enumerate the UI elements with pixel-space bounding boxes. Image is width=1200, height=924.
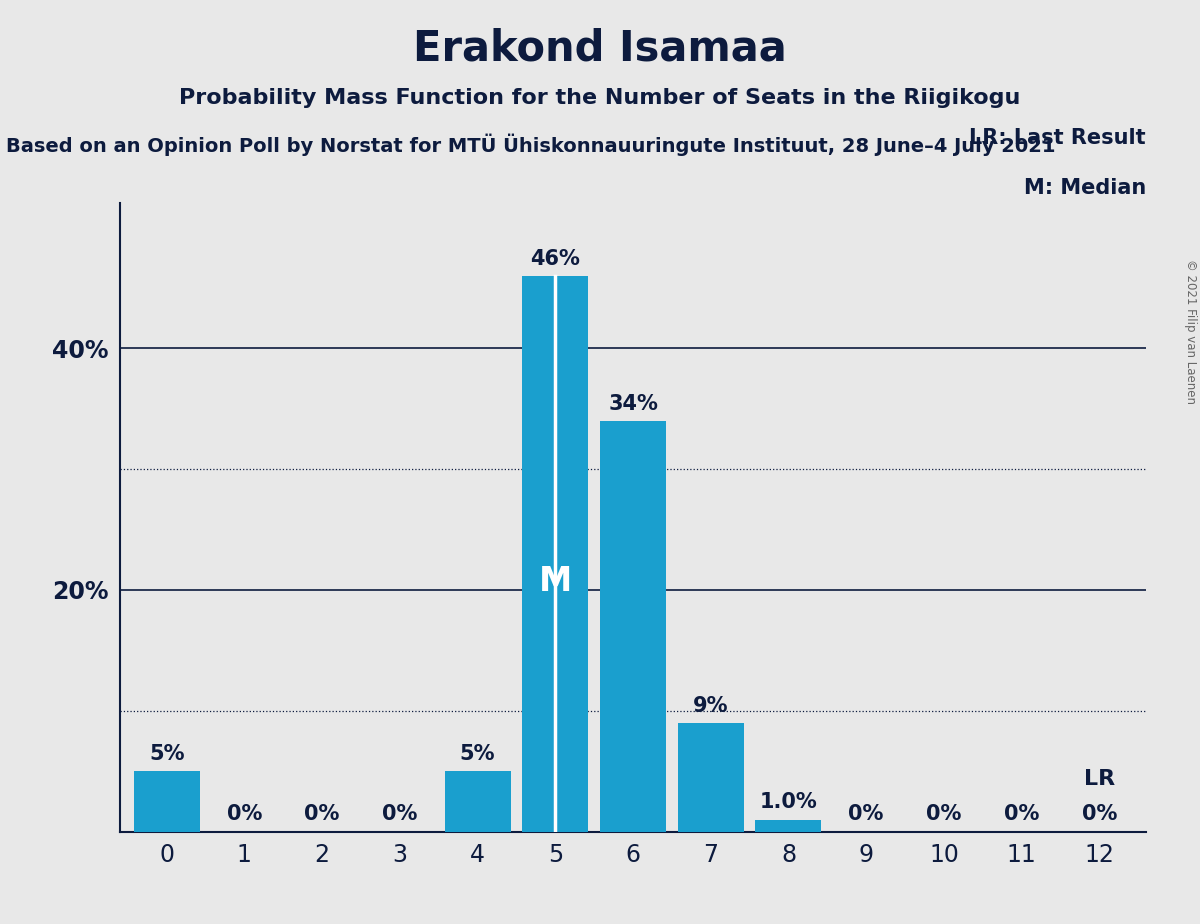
Text: M: M [539, 565, 572, 598]
Text: 1.0%: 1.0% [760, 792, 817, 812]
Text: M: Median: M: Median [1024, 178, 1146, 198]
Text: 0%: 0% [227, 805, 262, 824]
Text: © 2021 Filip van Laenen: © 2021 Filip van Laenen [1184, 259, 1196, 404]
Text: 46%: 46% [530, 249, 581, 269]
Text: 0%: 0% [382, 805, 418, 824]
Text: 34%: 34% [608, 394, 658, 414]
Bar [756, 820, 822, 832]
Text: LR: Last Result: LR: Last Result [970, 128, 1146, 148]
Text: 9%: 9% [692, 696, 728, 715]
Text: Based on an Opinion Poll by Norstat for MTÜ Ühiskonnauuringute Instituut, 28 Jun: Based on an Opinion Poll by Norstat for … [6, 134, 1056, 156]
Bar [678, 723, 744, 832]
Text: 5%: 5% [149, 744, 185, 764]
Text: LR: LR [1084, 770, 1115, 789]
Text: Probability Mass Function for the Number of Seats in the Riigikogu: Probability Mass Function for the Number… [179, 88, 1021, 108]
Text: 0%: 0% [1004, 805, 1039, 824]
Text: 0%: 0% [1081, 805, 1117, 824]
Text: 5%: 5% [460, 744, 496, 764]
Bar [600, 420, 666, 832]
Text: 0%: 0% [305, 805, 340, 824]
Bar [133, 772, 199, 832]
Bar [444, 772, 510, 832]
Bar [522, 275, 588, 832]
Text: Erakond Isamaa: Erakond Isamaa [413, 28, 787, 69]
Text: 0%: 0% [926, 805, 961, 824]
Text: 0%: 0% [848, 805, 884, 824]
